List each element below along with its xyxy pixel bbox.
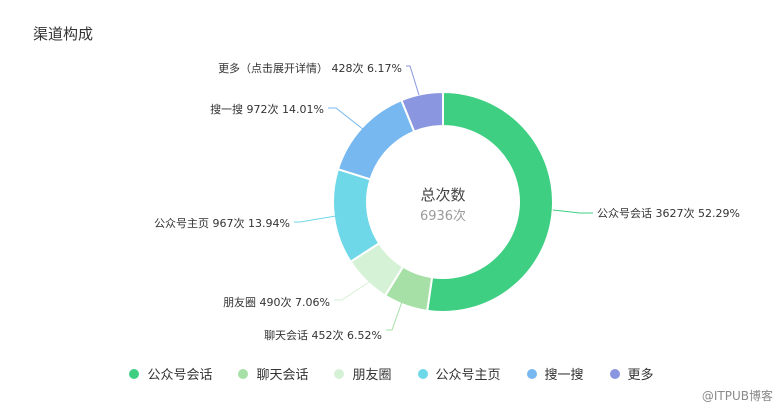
- legend-dot-icon: [238, 368, 249, 379]
- legend-label: 搜一搜: [544, 368, 584, 383]
- legend-label: 公众号会话: [147, 368, 213, 383]
- slice-4[interactable]: [332, 167, 381, 264]
- slice-label-3: 朋友圈 490次 7.06%: [223, 295, 330, 309]
- slice-label-5: 搜一搜 972次 14.01%: [210, 102, 324, 116]
- chart-title: 渠道构成: [33, 25, 94, 43]
- label-line-2: [386, 295, 405, 331]
- label-line-5: [328, 107, 365, 131]
- legend-label: 聊天会话: [256, 368, 309, 383]
- legend-label: 更多: [627, 368, 654, 383]
- slice-1[interactable]: [426, 90, 554, 313]
- legend-label: 朋友圈: [352, 368, 392, 383]
- label-line-3: [334, 279, 373, 301]
- slice-5[interactable]: [336, 98, 416, 181]
- legend-dot-icon: [526, 368, 537, 379]
- legend-item-5[interactable]: 搜一搜: [526, 364, 584, 383]
- legend-item-6[interactable]: 更多: [609, 364, 654, 383]
- donut-chart: 公众号会话 3627次 52.29% 聊天会话 452次 6.52% 朋友圈 490…: [154, 61, 740, 342]
- legend-dot-icon: [417, 368, 428, 379]
- center-value: 6936次: [420, 208, 466, 224]
- legend-item-4[interactable]: 公众号主页: [417, 364, 501, 383]
- slice-label-6: 更多（点击展开详情） 428次 6.17%: [218, 61, 402, 75]
- label-line-6: [406, 65, 420, 96]
- slice-label-1: 公众号会话 3627次 52.29%: [597, 206, 740, 220]
- legend-dot-icon: [334, 368, 345, 379]
- legend-label: 公众号主页: [435, 368, 501, 383]
- label-line-1: [552, 209, 593, 214]
- slice-label-2: 聊天会话 452次 6.52%: [264, 328, 382, 342]
- label-line-4: [294, 215, 337, 223]
- legend-item-2[interactable]: 聊天会话: [238, 364, 308, 383]
- legend-dot-icon: [129, 368, 140, 379]
- slice-label-4: 公众号主页 967次 13.94%: [154, 216, 290, 230]
- center-label: 总次数: [420, 186, 465, 204]
- legend-dot-icon: [609, 368, 620, 379]
- legend-item-1[interactable]: 公众号会话: [129, 364, 212, 383]
- watermark: @ITPUB博客: [701, 389, 773, 403]
- legend-item-3[interactable]: 朋友圈: [334, 364, 392, 383]
- slice-6[interactable]: [400, 90, 444, 133]
- legend: 公众号会话 聊天会话 朋友圈 公众号主页 搜一搜 更多: [0, 364, 783, 383]
